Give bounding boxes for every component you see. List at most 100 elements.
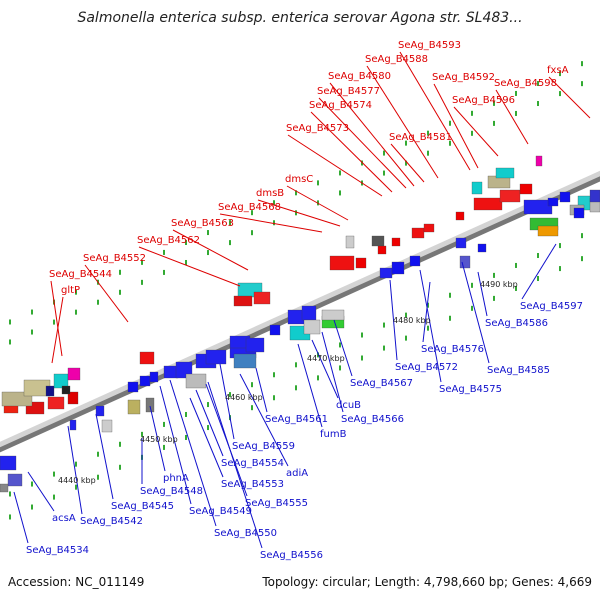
map-title: Salmonella enterica subsp. enterica sero… [77,10,522,26]
label-leader-line [548,76,591,119]
label-leader-line [495,89,529,145]
forward-gene-label: dmsB [256,188,284,199]
track-dot [251,405,253,411]
track-dot [493,100,495,106]
track-dot [251,382,253,388]
track-dot [471,282,473,288]
track-dot [273,220,275,226]
gene-feature [253,291,271,305]
track-dot [141,431,143,437]
feature-group [0,155,600,493]
gene-feature [233,353,257,369]
track-dot [361,332,363,338]
track-dot [207,250,209,256]
label-leader-line [219,363,235,440]
gene-feature [455,211,465,221]
track-dot [449,292,451,298]
gene-feature [355,257,367,269]
label-leader-line [239,373,289,467]
backbone-ring [0,170,600,448]
track-dot [427,302,429,308]
track-dot [559,91,561,97]
label-leader-line [453,106,499,157]
gene-feature [269,324,281,336]
label-leader-line [461,261,490,364]
label-leader-line [419,269,442,383]
track-dot [141,279,143,285]
track-dot [515,285,517,291]
label-leader-line [311,339,339,399]
label-leader-line [390,143,425,183]
track-dot [75,289,77,295]
reverse-gene-label: SeAg_B4550 [214,528,277,539]
gene-feature [559,191,571,203]
track-dot [471,305,473,311]
track-dot [53,319,55,325]
gene-label-group: gltP SeAg_B4544 SeAg_B4552 SeAg_B4562 SeAg_B… [26,40,583,561]
track-dot [383,322,385,328]
track-dot [119,289,121,295]
track-dot [31,309,33,315]
track-dot [449,315,451,321]
track-dot [53,471,55,477]
label-leader-line [138,246,241,287]
reverse-gene-label: SeAg_B4567 [350,378,413,389]
track-dot [493,120,495,126]
gene-feature [53,373,69,389]
forward-gene-label: SeAg_B4598 [494,78,557,89]
gene-feature [411,227,425,239]
track-dot [163,269,165,275]
reverse-gene-label: SeAg_B4555 [245,498,308,509]
track-dot [405,160,407,166]
gene-feature [537,225,559,237]
forward-gene-label: SeAg_B4577 [317,86,380,97]
track-dot [537,101,539,107]
gene-feature [423,223,435,233]
gene-feature [329,255,355,271]
track-dot [537,253,539,259]
track-dot [581,233,583,239]
reverse-gene-label: SeAg_B4586 [485,318,548,329]
track-dot [295,362,297,368]
label-leader-line [366,65,439,179]
label-leader-line [321,331,344,413]
label-leader-line [67,425,83,515]
track-dot [515,90,517,96]
gene-feature [139,351,155,365]
gene-feature [371,235,385,247]
gene-feature [233,295,253,307]
track-dot [559,266,561,272]
track-dot [427,325,429,331]
scale-tick-label: 4460 kbp [225,393,263,402]
track-dot [207,425,209,431]
reverse-gene-label: SeAg_B4597 [520,301,583,312]
reverse-gene-label: SeAg_B4575 [439,384,502,395]
track-dot [383,150,385,156]
track-dot [119,269,121,275]
gene-feature [391,237,401,247]
track-dot [31,329,33,335]
gene-feature [519,183,533,195]
tick-dot-group [9,61,583,520]
track-dot [9,319,11,325]
gene-feature [573,207,585,219]
track-dot [405,335,407,341]
gene-feature [127,381,139,393]
gene-feature [473,197,503,211]
gene-feature [535,155,543,167]
reverse-gene-label: SeAg_B4572 [395,362,458,373]
forward-gene-label: SeAg_B4588 [365,54,428,65]
reverse-gene-label: SeAg_B4549 [189,506,252,517]
gene-feature [69,419,77,431]
forward-gene-label: SeAg_B4596 [452,95,515,106]
reverse-gene-label: SeAg_B4545 [111,501,174,512]
track-dot [295,385,297,391]
scale-tick-label: 4480 kbp [393,316,431,325]
label-leader-line [207,381,263,549]
track-dot [449,120,451,126]
track-dot [295,210,297,216]
track-dot [493,295,495,301]
track-dot [317,375,319,381]
track-dot [537,81,539,87]
